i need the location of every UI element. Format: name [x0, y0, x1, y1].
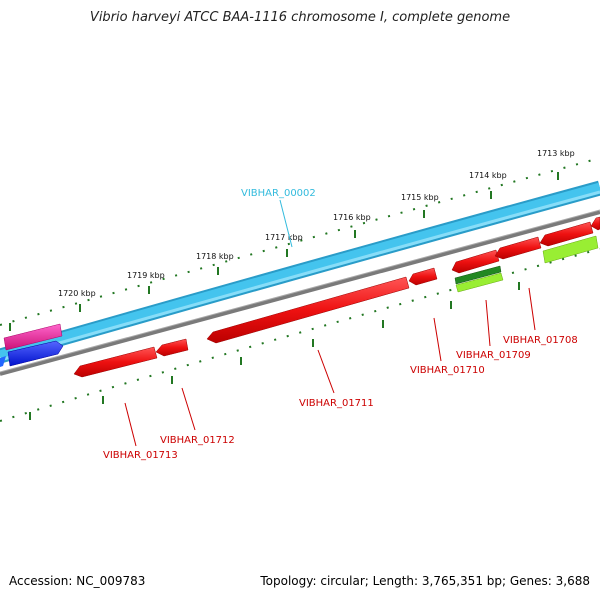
reverse-genes — [73, 216, 600, 378]
reverse-track — [0, 210, 600, 376]
leader-vibhar-01711 — [317, 349, 335, 394]
gene-label-vibhar-01711[interactable]: VIBHAR_01711 — [299, 398, 374, 409]
gene-label-vibhar-01709[interactable]: VIBHAR_01709 — [456, 350, 531, 361]
gene-label-vibhar-01710[interactable]: VIBHAR_01710 — [410, 365, 485, 376]
gene-vibhar-01708[interactable] — [494, 236, 542, 260]
accession-text: Accession: NC_009783 — [9, 574, 146, 588]
gene-label-vibhar-01708[interactable]: VIBHAR_01708 — [503, 335, 578, 346]
kbp-label: 1718 kbp — [196, 252, 234, 261]
kbp-label: 1715 kbp — [401, 193, 439, 202]
gene-vibhar-01712[interactable] — [155, 338, 189, 357]
leader-vibhar-01712 — [181, 387, 196, 431]
kbp-label: 1719 kbp — [127, 271, 165, 280]
leader-vibhar-01709 — [485, 299, 491, 347]
kbp-label: 1720 kbp — [58, 289, 96, 298]
gene-red-edge[interactable] — [590, 216, 600, 231]
forward-genes — [0, 323, 64, 367]
leader-vibhar-01710 — [433, 317, 442, 362]
outer-scale — [0, 157, 600, 331]
outer-scale-dots — [0, 157, 600, 326]
reverse-track-highlight — [0, 209, 600, 373]
leader-vibhar-00002 — [279, 199, 293, 248]
inner-scale — [0, 248, 600, 422]
kbp-label: 1714 kbp — [469, 171, 507, 180]
backbone-highlight — [0, 190, 600, 362]
gene-vibhar-01711[interactable] — [206, 276, 410, 344]
map-title: Vibrio harveyi ATCC BAA-1116 chromosome … — [89, 10, 511, 25]
inner-scale-dots — [0, 248, 600, 422]
gene-label-vibhar-00002[interactable]: VIBHAR_00002 — [241, 188, 316, 199]
gene-label-vibhar-01713[interactable]: VIBHAR_01713 — [103, 450, 178, 461]
label-leaders — [124, 199, 536, 447]
backbone-fill — [0, 182, 600, 362]
gene-lime[interactable] — [542, 235, 599, 264]
gene-lime-small[interactable] — [455, 272, 504, 293]
gene-blue[interactable] — [7, 340, 64, 367]
gene-pink[interactable] — [3, 323, 63, 351]
gene-label-vibhar-01712[interactable]: VIBHAR_01712 — [160, 435, 235, 446]
gene-blue-fragment[interactable] — [0, 356, 6, 367]
kbp-label: 1716 kbp — [333, 213, 371, 222]
kbp-label: 1713 kbp — [537, 149, 575, 158]
leader-vibhar-01713 — [124, 402, 137, 447]
leader-vibhar-01708 — [528, 287, 536, 331]
gene-labels: VIBHAR_00002 VIBHAR_01711 VIBHAR_01712 V… — [103, 188, 578, 461]
topology-text: Topology: circular; Length: 3,765,351 bp… — [260, 574, 590, 588]
gene-vibhar-01713[interactable] — [73, 346, 158, 378]
gene-green[interactable] — [454, 265, 502, 285]
gene-vibhar-01710[interactable] — [408, 267, 438, 286]
gene-red-right[interactable] — [539, 221, 594, 247]
backbone — [0, 180, 600, 364]
gene-vibhar-01709-red[interactable] — [451, 249, 500, 274]
kbp-label: 1717 kbp — [265, 233, 303, 242]
kbp-labels: 1720 kbp 1719 kbp 1718 kbp 1717 kbp 1716… — [58, 149, 575, 298]
